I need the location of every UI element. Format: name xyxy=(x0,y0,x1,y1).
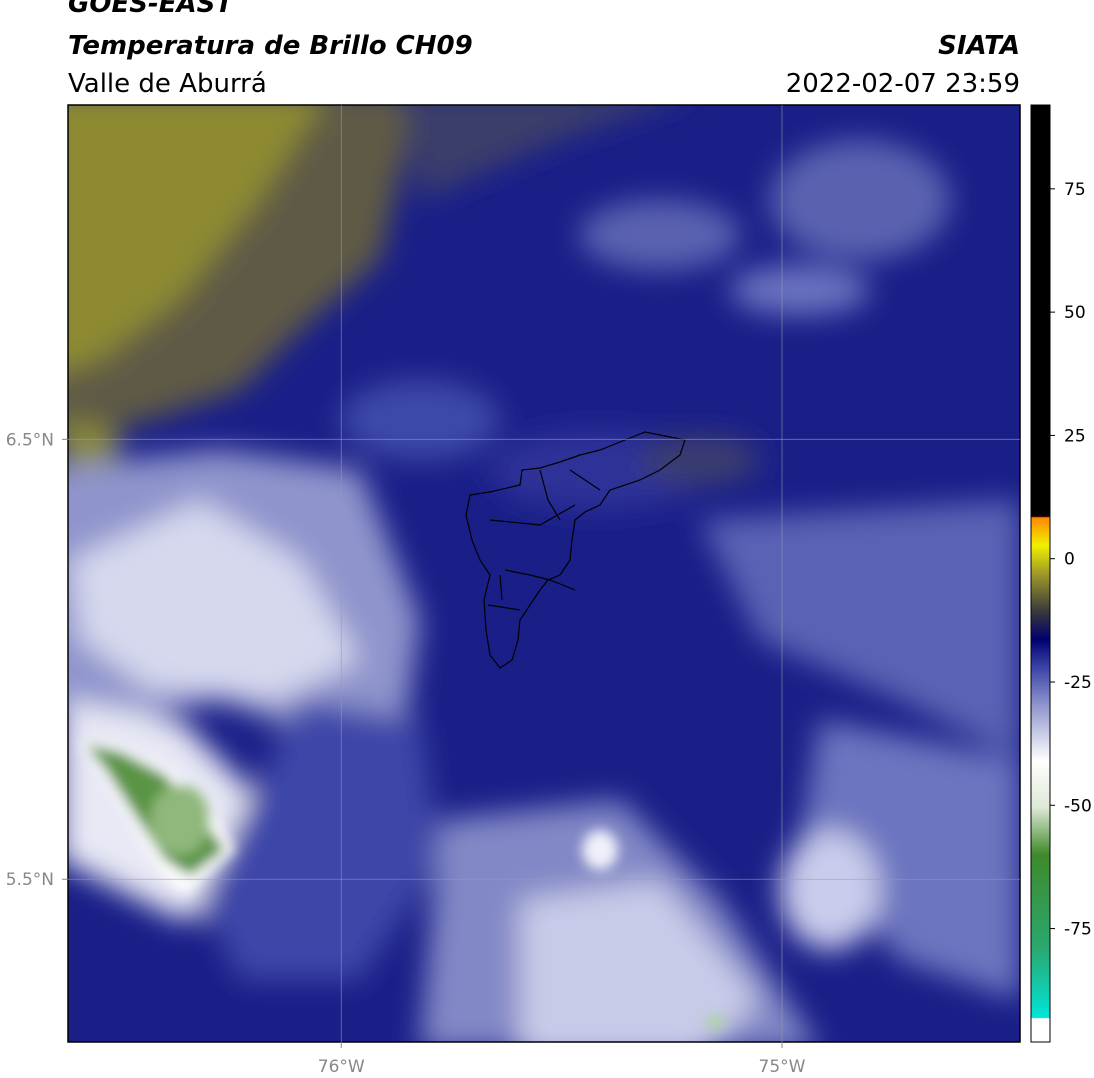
y-tick-label: 5.5°N xyxy=(6,870,54,890)
satellite-image xyxy=(68,105,1020,1042)
subtitle: Temperatura de Brillo CH09 xyxy=(68,31,473,61)
x-tick-label: 76°W xyxy=(318,1057,365,1077)
colorbar xyxy=(1030,104,1051,1043)
valle-aburra-boundary xyxy=(465,431,686,669)
colorbar-tick-label: -50 xyxy=(1064,796,1092,816)
x-tick-label: 75°W xyxy=(759,1057,806,1077)
region: Valle de Aburrá xyxy=(68,69,267,99)
colorbar-tick-label: 0 xyxy=(1064,550,1075,570)
datetime: 2022-02-07 23:59 xyxy=(786,69,1020,99)
colorbar-tick-label: 25 xyxy=(1064,426,1086,446)
colorbar-tick-label: -25 xyxy=(1064,673,1092,693)
y-tick-label: 6.5°N xyxy=(6,430,54,450)
colorbar-tick-label: 75 xyxy=(1064,180,1086,200)
map-frame xyxy=(67,104,1021,1043)
colorbar-tick-label: 50 xyxy=(1064,303,1086,323)
title: GOES-EAST xyxy=(68,0,235,19)
colorbar-tick-label: -75 xyxy=(1064,920,1092,940)
source: SIATA xyxy=(938,31,1020,61)
